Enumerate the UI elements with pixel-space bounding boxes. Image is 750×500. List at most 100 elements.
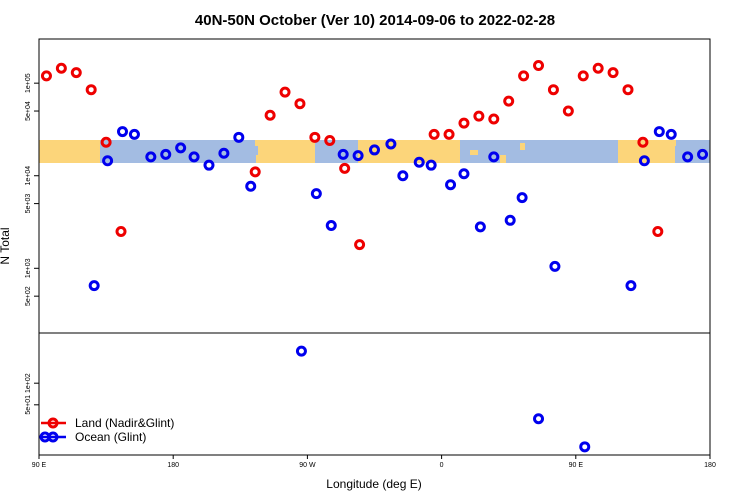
- legend: Land (Nadir&Glint) Ocean (Glint): [39, 416, 174, 444]
- y-axis-lower: 1e+02 5e+01: [25, 373, 39, 415]
- point-land: [339, 162, 351, 174]
- point-ocean: [233, 131, 245, 143]
- map-band-coast-5: [470, 150, 478, 156]
- upper-panel-frame: [38, 38, 711, 334]
- point-ocean: [516, 192, 528, 204]
- point-land: [488, 113, 500, 125]
- map-band-ocean-1: [315, 140, 358, 164]
- map-band: [39, 140, 710, 164]
- y-tick-label: 5e+01: [25, 395, 32, 415]
- point-ocean: [352, 150, 364, 162]
- point-land: [279, 86, 291, 98]
- point-ocean: [579, 441, 591, 453]
- map-band-coast-9: [620, 154, 626, 164]
- map-band-coast-10: [673, 140, 676, 147]
- point-land: [458, 117, 470, 129]
- x-axis-label: Longitude (deg E): [326, 477, 421, 491]
- point-land: [533, 60, 545, 72]
- point-land: [592, 62, 604, 74]
- map-band-coast-1: [256, 155, 259, 164]
- point-land: [55, 62, 67, 74]
- point-ocean: [175, 142, 187, 154]
- lower-panel-frame: [38, 332, 711, 456]
- y-tick-label: 5e+02: [25, 286, 32, 306]
- point-land: [264, 109, 276, 121]
- legend-label-land: Land (Nadir&Glint): [75, 416, 174, 430]
- map-band-coast-7: [520, 143, 525, 151]
- point-land: [70, 67, 82, 79]
- point-ocean: [474, 221, 486, 233]
- y-tick-label: 1e+03: [25, 258, 32, 278]
- y-axis-upper: 1e+05 5e+04 1e+04 5e+03 1e+03 5e+02: [25, 73, 39, 306]
- point-land: [85, 84, 97, 96]
- point-ocean: [653, 126, 665, 138]
- point-ocean: [337, 148, 349, 160]
- point-land: [100, 136, 112, 148]
- point-ocean: [665, 128, 677, 140]
- point-land: [428, 128, 440, 140]
- point-ocean: [102, 155, 114, 167]
- point-land: [324, 135, 336, 147]
- legend-marker-land: [47, 417, 59, 429]
- map-band-coast-6: [500, 155, 506, 164]
- point-ocean: [369, 144, 380, 156]
- point-land: [637, 136, 649, 148]
- data-points: [40, 60, 709, 453]
- point-ocean: [203, 159, 215, 171]
- map-band-coast-4: [448, 144, 453, 151]
- point-land: [294, 98, 306, 110]
- point-land: [577, 70, 589, 82]
- point-land: [518, 70, 530, 82]
- legend-marker-ocean-b: [47, 431, 59, 443]
- point-ocean: [488, 151, 500, 163]
- point-ocean: [310, 188, 322, 200]
- point-ocean: [458, 168, 470, 180]
- y-tick-label: 1e+04: [25, 166, 32, 186]
- point-ocean: [160, 148, 172, 160]
- y-tick-label: 1e+02: [25, 373, 32, 393]
- point-ocean: [413, 156, 425, 168]
- point-land: [354, 239, 366, 251]
- point-land: [503, 95, 515, 107]
- point-land: [562, 105, 574, 117]
- point-ocean: [245, 180, 257, 192]
- y-tick-label: 5e+03: [25, 194, 32, 214]
- y-tick-label: 5e+04: [25, 101, 32, 121]
- point-land: [309, 131, 321, 143]
- point-ocean: [625, 280, 637, 292]
- x-tick-label: 0: [440, 462, 444, 469]
- point-ocean: [325, 219, 337, 231]
- point-ocean: [533, 413, 545, 425]
- chart-title: 40N-50N October (Ver 10) 2014-09-06 to 2…: [195, 12, 555, 29]
- point-ocean: [682, 151, 694, 163]
- map-band-ocean-2: [460, 140, 618, 164]
- point-land: [115, 225, 127, 237]
- point-ocean: [697, 148, 709, 160]
- point-ocean: [445, 179, 457, 191]
- point-ocean: [295, 345, 307, 357]
- point-ocean: [145, 151, 157, 163]
- point-ocean: [638, 155, 650, 167]
- point-ocean: [385, 138, 397, 150]
- point-ocean: [218, 147, 230, 159]
- point-ocean: [188, 151, 200, 163]
- point-ocean: [117, 126, 129, 138]
- x-tick-label: 90 E: [569, 462, 584, 469]
- legend-label-ocean: Ocean (Glint): [75, 430, 146, 444]
- x-tick-label: 90 W: [299, 462, 316, 469]
- point-land: [443, 128, 455, 140]
- point-ocean: [425, 159, 437, 171]
- y-tick-label: 1e+05: [25, 73, 32, 93]
- point-ocean: [549, 260, 561, 272]
- map-band-coast-0: [255, 140, 259, 147]
- point-land: [249, 166, 261, 178]
- x-tick-label: 180: [704, 462, 716, 469]
- point-ocean: [128, 128, 140, 140]
- point-land: [652, 225, 664, 237]
- x-tick-label: 90 E: [32, 462, 47, 469]
- map-band-coast-3: [428, 154, 432, 164]
- point-ocean: [397, 170, 409, 182]
- y-axis-label: N Total: [0, 227, 12, 264]
- x-tick-label: 180: [167, 462, 179, 469]
